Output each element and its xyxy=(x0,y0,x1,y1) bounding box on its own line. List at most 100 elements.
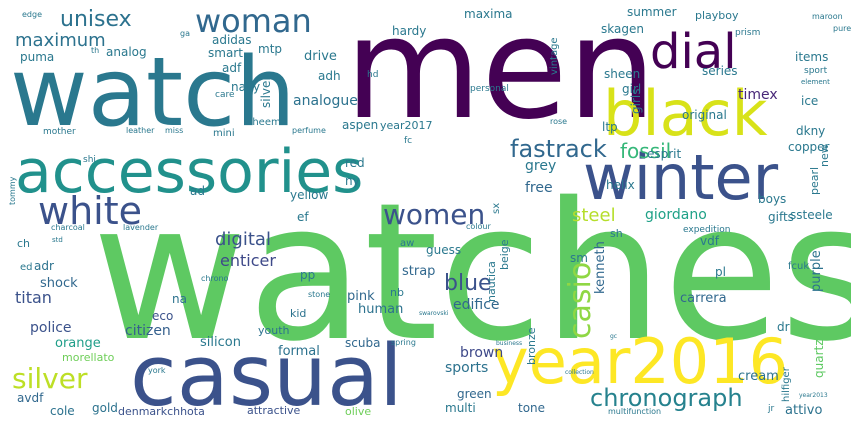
word-ed: ed xyxy=(20,262,33,273)
word-pl: pl xyxy=(715,265,726,279)
word-casual: casual xyxy=(130,327,403,426)
word-personal: personal xyxy=(470,84,509,94)
word-tommy: tommy xyxy=(8,176,17,205)
word-summer: summer xyxy=(627,5,677,19)
word-citizen: citizen xyxy=(125,323,171,339)
word-swarovski: swarovski xyxy=(419,310,449,317)
word-silicon: silicon xyxy=(200,335,241,350)
word-grey: grey xyxy=(525,158,556,174)
word-gold: gold xyxy=(92,401,118,415)
word-steel: steel xyxy=(572,205,616,226)
word-year2016: year2016 xyxy=(492,325,788,398)
word-orange: orange xyxy=(55,336,101,351)
word-watch: watch xyxy=(10,38,296,148)
word-prism: prism xyxy=(735,28,760,38)
word-denmarkchhota: denmarkchhota xyxy=(118,405,205,418)
word-th: th xyxy=(91,46,99,55)
word-playboy: playboy xyxy=(695,9,739,22)
word-colour: colour xyxy=(466,222,491,231)
word-mtp: mtp xyxy=(258,42,282,56)
word-chrono: chrono xyxy=(201,274,229,283)
word-green: green xyxy=(457,387,492,401)
word-na: na xyxy=(172,292,187,306)
word-watches: watches xyxy=(92,162,851,383)
word-sm: sm xyxy=(570,251,588,265)
word-enticer: enticer xyxy=(220,251,276,270)
word-ad: ad xyxy=(190,184,205,198)
word-aw: aw xyxy=(400,238,414,249)
word-chronograph: chronograph xyxy=(590,384,743,412)
word-silver: silver xyxy=(12,362,88,395)
word-vintage: vintage xyxy=(549,37,560,75)
word-ga: ga xyxy=(180,29,190,38)
word-adr: adr xyxy=(34,259,54,273)
word-fcuk: fcuk xyxy=(788,261,809,272)
word-gifts: gifts xyxy=(768,210,794,224)
word-year2013: year2013 xyxy=(799,392,828,399)
word-expedition: expedition xyxy=(683,225,730,235)
word-fc: fc xyxy=(404,136,412,146)
word-shock: shock xyxy=(40,276,78,291)
word-beige: beige xyxy=(498,239,511,270)
word-ch: ch xyxy=(17,237,30,250)
word-adf: adf xyxy=(222,61,242,75)
word-smart: smart xyxy=(208,46,243,60)
word-copper: copper xyxy=(788,140,830,154)
word-jr: jr xyxy=(767,404,775,414)
word-skagen: skagen xyxy=(601,22,644,36)
word-dkny: dkny xyxy=(796,124,825,138)
word-fastrack: fastrack xyxy=(510,135,607,163)
word-ssteele: ssteele xyxy=(790,208,833,222)
word-nautica: nautica xyxy=(485,261,498,302)
word-ice: ice xyxy=(801,94,818,108)
word-care: care xyxy=(215,90,235,100)
word-maroon: maroon xyxy=(812,12,843,21)
word-drive: drive xyxy=(304,49,337,64)
word-digital: digital xyxy=(215,229,271,250)
word-youth: youth xyxy=(258,324,290,337)
word-std: std xyxy=(52,236,63,244)
word-eco: eco xyxy=(152,309,173,323)
word-unisex: unisex xyxy=(60,7,132,32)
word-titan: titan xyxy=(15,288,52,307)
word-mother: mother xyxy=(43,127,76,137)
word-accessories: accessories xyxy=(15,137,363,207)
word-cole: cole xyxy=(50,404,75,418)
word-hd: hd xyxy=(367,70,378,80)
word-new: new xyxy=(818,144,831,167)
word-fossil: fossil xyxy=(620,139,671,163)
word-gc: gc xyxy=(610,333,617,340)
word-aspen: aspen xyxy=(342,118,378,132)
word-sport: sport xyxy=(804,66,828,76)
word-year2017: year2017 xyxy=(380,119,433,132)
word-helix: helix xyxy=(606,178,635,192)
word-formal: formal xyxy=(278,344,320,359)
word-kenneth: kenneth xyxy=(593,241,608,294)
word-perfume: perfume xyxy=(292,126,326,135)
word-scuba: scuba xyxy=(345,336,380,350)
word-bronze: bronze xyxy=(525,327,538,365)
word-white: white xyxy=(38,189,142,233)
word-charcoal: charcoal xyxy=(51,223,85,232)
word-sx: sx xyxy=(491,203,502,214)
word-girls: girls xyxy=(629,89,643,114)
word-ltp: ltp xyxy=(602,120,618,134)
word-items: items xyxy=(795,50,828,64)
word-leather: leather xyxy=(126,126,155,135)
word-business: business xyxy=(496,340,522,347)
word-free: free xyxy=(525,180,553,196)
word-girl: girl xyxy=(622,82,641,96)
word-giordano: giordano xyxy=(645,207,707,223)
word-winter: winter xyxy=(583,141,779,214)
word-lavender: lavender xyxy=(123,223,159,232)
word-dial: dial xyxy=(650,24,737,80)
word-quartz: quartz xyxy=(812,339,826,378)
word-attractive: attractive xyxy=(247,404,301,417)
word-sh: sh xyxy=(610,227,623,240)
word-navy: navy xyxy=(231,80,260,94)
word-human: human xyxy=(358,302,403,317)
word-bheem: bheem xyxy=(246,117,281,128)
word-men: men xyxy=(345,0,656,151)
word-analogue: analogue xyxy=(293,93,358,109)
